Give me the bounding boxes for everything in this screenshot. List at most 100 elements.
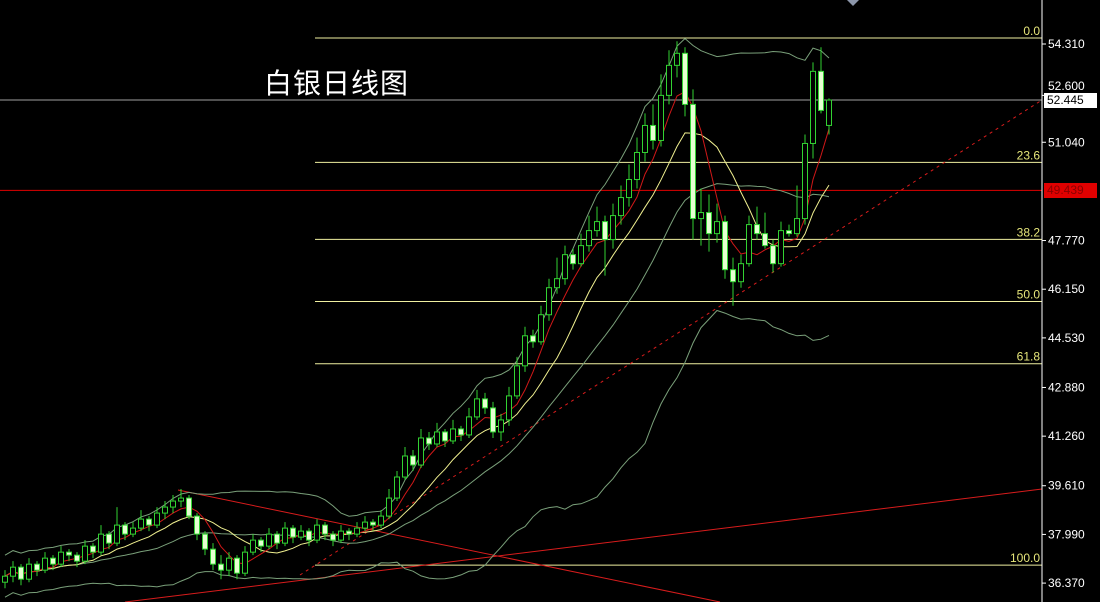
candle <box>722 215 728 279</box>
candle-body <box>98 533 104 553</box>
candle <box>258 537 264 553</box>
candle-body <box>66 551 72 556</box>
candle-body <box>298 530 304 538</box>
candle <box>362 516 368 532</box>
candle-body <box>530 335 536 343</box>
candle-body <box>194 515 200 535</box>
candle <box>634 137 640 189</box>
candle <box>450 419 456 444</box>
candle-body <box>450 428 456 442</box>
candle-body <box>2 575 8 583</box>
candle-body <box>682 52 688 105</box>
candle <box>522 326 528 372</box>
candle-body <box>546 287 552 316</box>
price-axis-label: 36.370 <box>1048 576 1085 590</box>
candle <box>274 531 280 550</box>
candle-body <box>466 416 472 436</box>
candle <box>106 531 112 550</box>
descending-trend-line <box>177 489 721 602</box>
candle <box>786 224 792 237</box>
candle <box>698 188 704 246</box>
candle <box>10 561 16 583</box>
price-axis-label: 41.260 <box>1048 429 1085 443</box>
candle-body <box>314 524 320 541</box>
candle <box>682 47 688 117</box>
candle-body <box>202 533 208 550</box>
candle-body <box>282 527 288 544</box>
candle <box>18 564 24 586</box>
candle-body <box>170 500 176 508</box>
candle-body <box>690 103 696 220</box>
candle-body <box>730 269 736 283</box>
candle-body <box>562 254 568 280</box>
candle-body <box>554 278 560 289</box>
candle-body <box>82 545 88 562</box>
candle <box>130 522 136 538</box>
candle-body <box>42 557 48 571</box>
candle <box>354 522 360 538</box>
candle-body <box>58 551 64 565</box>
candle-body <box>498 419 504 433</box>
fib-level-label: 61.8 <box>1017 350 1041 364</box>
candle <box>402 446 408 481</box>
candle-body <box>394 476 400 499</box>
current-price-tag: 52.445 <box>1044 93 1097 108</box>
candle <box>290 525 296 544</box>
candle-body <box>618 197 624 217</box>
candle <box>306 528 312 547</box>
candle-body <box>442 431 448 442</box>
candle-body <box>458 428 464 436</box>
candle <box>218 555 224 580</box>
candle <box>386 489 392 520</box>
candle <box>394 471 400 502</box>
fib-level-label: 50.0 <box>1017 288 1041 302</box>
candle <box>554 257 560 294</box>
candle <box>50 555 56 571</box>
ascending-trend-line <box>124 488 1043 602</box>
price-axis-label: 44.530 <box>1048 331 1085 345</box>
candle <box>434 422 440 447</box>
fib-level-label: 100.0 <box>1010 551 1040 565</box>
candle <box>546 278 552 321</box>
fib-level-label: 38.2 <box>1017 225 1041 239</box>
candle <box>746 215 752 267</box>
candle <box>234 555 240 580</box>
candle-body <box>322 524 328 535</box>
candle-body <box>778 230 784 265</box>
candle-body <box>746 224 752 265</box>
candle <box>482 392 488 414</box>
candle <box>826 98 832 135</box>
candle-body <box>570 254 576 265</box>
candle <box>370 519 376 532</box>
candle-body <box>90 545 96 553</box>
candle <box>66 549 72 562</box>
candle-body <box>26 563 32 580</box>
price-axis-label: 54.310 <box>1048 37 1085 51</box>
candle <box>754 206 760 240</box>
candle-body <box>786 230 792 235</box>
candle-body <box>258 539 264 547</box>
candle <box>802 134 808 225</box>
candle-body <box>474 398 480 418</box>
candle <box>250 534 256 556</box>
candle-body <box>266 533 272 547</box>
candle <box>778 221 784 267</box>
candle <box>74 552 80 568</box>
candle <box>474 389 480 420</box>
candle-body <box>658 94 664 141</box>
candle <box>602 215 608 276</box>
candle-body <box>650 124 656 141</box>
candle <box>338 525 344 544</box>
candle-body <box>378 515 384 526</box>
candle-body <box>418 437 424 466</box>
candle-body <box>362 521 368 529</box>
candle <box>578 233 584 267</box>
candle <box>210 543 216 571</box>
candle <box>594 206 600 237</box>
candle <box>194 513 200 541</box>
candle-body <box>794 218 800 235</box>
candle <box>810 62 816 159</box>
candle-body <box>826 99 832 126</box>
candle-body <box>674 52 680 66</box>
candle <box>498 413 504 441</box>
